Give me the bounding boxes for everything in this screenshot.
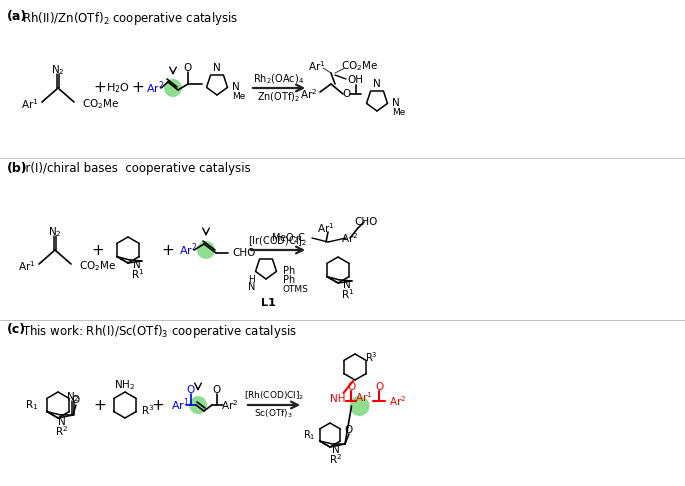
Text: N$_2$: N$_2$ <box>48 225 62 239</box>
Text: (a): (a) <box>7 10 27 23</box>
Text: O: O <box>213 385 221 395</box>
Circle shape <box>164 79 182 97</box>
Text: OTMS: OTMS <box>283 284 309 294</box>
Text: Ar$^1$: Ar$^1$ <box>308 59 325 73</box>
Text: +: + <box>92 243 104 258</box>
Text: CO$_2$Me: CO$_2$Me <box>82 97 119 111</box>
Text: Zn(OTf)$_2$: Zn(OTf)$_2$ <box>258 90 301 104</box>
Text: Ir(I)/chiral bases  cooperative catalysis: Ir(I)/chiral bases cooperative catalysis <box>22 162 251 175</box>
Text: R$_1$: R$_1$ <box>303 428 315 442</box>
Text: Ar$^1$: Ar$^1$ <box>21 97 38 111</box>
Text: R$^2$: R$^2$ <box>55 424 68 438</box>
Text: Ar$^1$: Ar$^1$ <box>18 259 35 273</box>
Text: N: N <box>58 417 66 427</box>
Text: (c): (c) <box>7 323 26 336</box>
Text: CHO: CHO <box>354 217 377 227</box>
Text: OH: OH <box>347 75 363 85</box>
Text: Ar$^1$: Ar$^1$ <box>317 221 335 235</box>
Text: Rh(II)/Zn(OTf)$_2$ cooperative catalysis: Rh(II)/Zn(OTf)$_2$ cooperative catalysis <box>22 10 238 27</box>
Text: Ph: Ph <box>283 266 295 276</box>
Text: +: + <box>151 398 164 413</box>
Text: This work: Rh(I)/Sc(OTf)$_3$ cooperative catalysis: This work: Rh(I)/Sc(OTf)$_3$ cooperative… <box>22 323 297 340</box>
Text: +: + <box>162 243 175 258</box>
Text: H: H <box>249 275 256 283</box>
Text: Ar$^2$: Ar$^2$ <box>341 231 359 245</box>
Text: CHO: CHO <box>232 248 256 258</box>
Text: N: N <box>213 63 221 73</box>
Text: Ar$^1$: Ar$^1$ <box>171 397 189 413</box>
Text: O: O <box>184 63 192 73</box>
Text: MeO$_2$C: MeO$_2$C <box>271 231 306 245</box>
Text: Ar$^2$: Ar$^2$ <box>221 398 238 412</box>
Text: O: O <box>187 385 195 395</box>
Text: Ar$^1$: Ar$^1$ <box>355 390 372 404</box>
Text: N$_2$: N$_2$ <box>66 390 80 404</box>
Text: N: N <box>232 82 240 92</box>
Text: [Rh(COD)Cl]$_2$: [Rh(COD)Cl]$_2$ <box>244 390 304 402</box>
Text: +: + <box>94 81 106 96</box>
Text: H$_2$O: H$_2$O <box>106 81 130 95</box>
Text: N: N <box>134 260 141 270</box>
Text: N: N <box>373 79 381 89</box>
Text: (b): (b) <box>7 162 27 175</box>
Text: Ar$^2$: Ar$^2$ <box>179 242 197 258</box>
Text: R$^3$: R$^3$ <box>141 403 154 417</box>
Circle shape <box>197 241 215 259</box>
Text: NH$_2$: NH$_2$ <box>114 378 136 392</box>
Text: R$_1$: R$_1$ <box>25 398 38 412</box>
Text: R$^2$: R$^2$ <box>329 452 342 466</box>
Text: +: + <box>132 81 145 96</box>
Circle shape <box>189 396 207 414</box>
Text: N: N <box>343 280 351 290</box>
Text: Me: Me <box>392 107 406 117</box>
Text: R$^3$: R$^3$ <box>364 350 377 364</box>
Text: N$_2$: N$_2$ <box>51 63 65 77</box>
Text: CO$_2$Me: CO$_2$Me <box>79 259 116 273</box>
Text: NH: NH <box>329 394 345 404</box>
Text: R$^1$: R$^1$ <box>131 267 144 281</box>
Text: Ar$^2$: Ar$^2$ <box>389 394 406 408</box>
Text: O: O <box>345 425 353 435</box>
Text: CO$_2$Me: CO$_2$Me <box>341 59 378 73</box>
Text: R$^1$: R$^1$ <box>340 288 354 301</box>
Circle shape <box>349 396 369 416</box>
Text: +: + <box>94 398 106 413</box>
Text: Sc(OTf)$_3$: Sc(OTf)$_3$ <box>255 408 293 420</box>
Text: N: N <box>332 445 340 455</box>
Text: Ph: Ph <box>283 275 295 285</box>
Text: N: N <box>248 282 256 292</box>
Text: Ar$^2$: Ar$^2$ <box>300 87 317 101</box>
Text: Me: Me <box>232 91 245 101</box>
Text: O: O <box>343 89 351 99</box>
Text: Ar$^2$: Ar$^2$ <box>146 80 164 96</box>
Text: O: O <box>375 382 384 392</box>
Text: Rh$_2$(OAc)$_4$: Rh$_2$(OAc)$_4$ <box>253 72 305 86</box>
Text: O: O <box>347 382 356 392</box>
Text: L1: L1 <box>260 298 275 308</box>
Text: [Ir(COD)Cl]$_2$: [Ir(COD)Cl]$_2$ <box>249 234 308 248</box>
Text: O: O <box>72 395 80 405</box>
Text: N: N <box>392 98 400 108</box>
